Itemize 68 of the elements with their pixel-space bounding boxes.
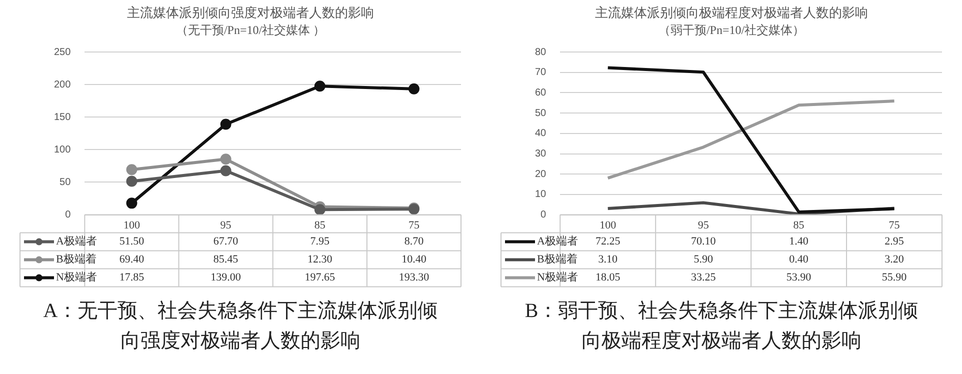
data-label: 8.70 <box>404 236 424 248</box>
y-tick-label: 10 <box>535 189 547 200</box>
text: B：弱干预、社会失稳条件下主流媒体派别倾向极端程度对极端者人数的影响 <box>524 299 920 354</box>
x-tick-label: 100 <box>600 219 617 232</box>
data-label: 3.10 <box>598 254 618 266</box>
data-label: 67.70 <box>213 236 239 248</box>
y-tick-label: 250 <box>54 46 72 58</box>
point <box>126 164 138 176</box>
y-tick-label: 0 <box>540 210 547 221</box>
y-tick-label: 80 <box>535 46 547 58</box>
data-label: 85.45 <box>213 254 239 266</box>
data-label: 0.40 <box>789 254 809 266</box>
chart-title: 主流媒体派别倾向极端程度对极端者人数的影响 <box>595 5 868 20</box>
y-tick-label: 200 <box>54 79 72 90</box>
data-label: 3.20 <box>884 254 904 266</box>
data-label: 10.40 <box>402 254 427 266</box>
data-label: 72.25 <box>595 236 621 248</box>
data-label: 53.90 <box>786 272 812 284</box>
x-tick-label: 95 <box>220 219 232 232</box>
x-tick-label: 95 <box>698 219 710 232</box>
y-tick-label: 50 <box>60 176 72 188</box>
point <box>220 118 232 130</box>
legend-label: A极端者 <box>537 234 578 248</box>
data-label: 139.00 <box>210 272 242 284</box>
data-label: 17.85 <box>119 272 145 284</box>
x-tick-label: 85 <box>793 219 805 232</box>
legend-label: N极端者 <box>56 270 97 284</box>
data-label: 12.30 <box>308 254 333 266</box>
x-tick-label: 75 <box>888 219 900 232</box>
data-label: 33.25 <box>690 272 716 284</box>
y-tick-label: 20 <box>535 168 547 180</box>
data-label: 51.50 <box>119 236 145 248</box>
text: A：无干预、社会失稳条件下主流媒体派别倾向强度对极端者人数的影响 <box>42 299 439 354</box>
chart-subtitle: （无干预/Pn=10/社交媒体 ） <box>176 22 326 37</box>
point <box>220 165 232 176</box>
y-tick-label: 70 <box>535 67 547 78</box>
point <box>314 80 326 92</box>
data-label: 1.40 <box>789 236 809 248</box>
y-tick-label: 40 <box>535 128 547 140</box>
legend-label: A极端者 <box>56 234 97 248</box>
legend-label: B极端着 <box>56 252 96 266</box>
y-tick-label: 0 <box>65 210 72 221</box>
data-label: 69.40 <box>119 254 145 266</box>
data-label: 55.90 <box>882 272 908 284</box>
chart-title: 主流媒体派别倾向强度对极端者人数的影响 <box>127 5 374 20</box>
point <box>126 176 138 187</box>
data-label: 70.10 <box>690 236 716 248</box>
point <box>126 198 138 209</box>
legend-label: B极端着 <box>537 252 578 266</box>
data-label: 197.65 <box>304 272 336 284</box>
x-tick-label: 100 <box>123 219 140 232</box>
data-label: 2.95 <box>884 236 904 248</box>
data-label: 193.30 <box>398 272 430 284</box>
point <box>314 204 326 215</box>
point <box>408 83 420 94</box>
point <box>220 154 232 165</box>
legend-label: N极端者 <box>537 270 578 284</box>
x-tick-label: 75 <box>408 219 420 232</box>
y-tick-label: 150 <box>54 112 72 123</box>
chart-subtitle: （弱干预/Pn=10/社交媒体） <box>658 22 805 37</box>
y-tick-label: 60 <box>535 87 547 98</box>
y-tick-label: 100 <box>54 144 72 156</box>
x-tick-label: 85 <box>314 219 326 232</box>
y-tick-label: 30 <box>535 148 547 160</box>
data-label: 5.90 <box>694 254 714 266</box>
data-label: 18.05 <box>595 272 621 284</box>
y-tick-label: 50 <box>535 108 547 119</box>
data-label: 7.95 <box>310 236 330 248</box>
